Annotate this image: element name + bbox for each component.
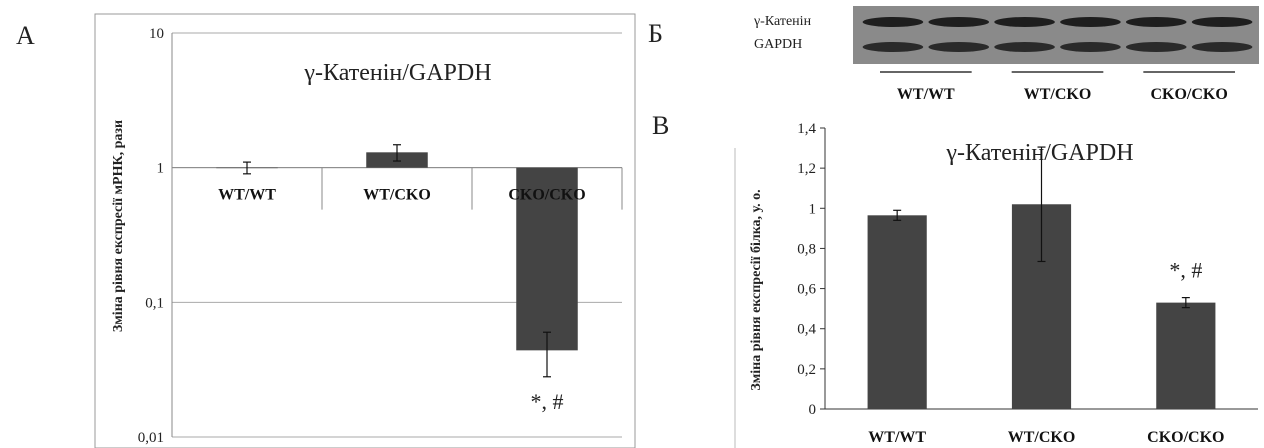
chart-b-title: γ-Катенін/GAPDH bbox=[945, 140, 1133, 166]
chart-a-bar bbox=[516, 167, 578, 351]
chart-a: Зміна рівня експресії мРНК, рази γ-Катен… bbox=[111, 26, 623, 446]
chart-a-category-label: WT/WT bbox=[218, 187, 276, 204]
chart-a-significance-label: *, # bbox=[531, 389, 564, 414]
blot-band-gapdh bbox=[928, 42, 990, 52]
chart-b: Зміна рівня експресії білка, у. о. γ-Кат… bbox=[749, 121, 1258, 446]
blot-band-catenin bbox=[1191, 17, 1253, 27]
chart-b-ylabel: Зміна рівня експресії білка, у. о. bbox=[749, 189, 764, 390]
panel-letter-c: В bbox=[652, 111, 669, 140]
western-blot: γ-Катенін GAPDH WT/WT WT/CKO CKO/CKO bbox=[753, 6, 1259, 103]
blot-band-gapdh bbox=[1125, 42, 1187, 52]
chart-b-ytick-label: 1,2 bbox=[797, 161, 816, 177]
chart-b-ytick-label: 0 bbox=[809, 402, 817, 418]
chart-a-ytick-label: 1 bbox=[157, 161, 165, 177]
chart-b-ytick-label: 0,2 bbox=[797, 362, 816, 378]
blot-band-gapdh bbox=[994, 42, 1055, 52]
chart-b-bar bbox=[1156, 302, 1216, 409]
chart-b-category-label: WT/CKO bbox=[1008, 429, 1076, 446]
blot-band-catenin bbox=[1060, 17, 1121, 27]
chart-a-category-label: WT/CKO bbox=[363, 187, 431, 204]
chart-a-ylabel: Зміна рівня експресії мРНК, рази bbox=[111, 120, 126, 332]
blot-row-label-catenin: γ-Катенін bbox=[753, 14, 812, 29]
blot-band-catenin bbox=[928, 17, 990, 27]
chart-b-ytick-label: 1 bbox=[809, 201, 817, 217]
blot-group-label: WT/CKO bbox=[1024, 86, 1092, 103]
chart-a-category-label: CKO/CKO bbox=[508, 187, 585, 204]
chart-b-significance-label: *, # bbox=[1169, 258, 1202, 283]
blot-band-gapdh bbox=[862, 42, 924, 52]
blot-band-gapdh bbox=[1060, 42, 1121, 52]
blot-band-catenin bbox=[994, 17, 1055, 27]
panel-letter-b: Б bbox=[648, 19, 663, 48]
chart-a-ytick-label: 0,1 bbox=[145, 295, 164, 311]
blot-row-label-gapdh: GAPDH bbox=[754, 37, 802, 52]
blot-group-label: CKO/CKO bbox=[1150, 86, 1227, 103]
panel-letter-a: А bbox=[16, 21, 35, 50]
chart-a-ytick-label: 0,01 bbox=[138, 430, 164, 446]
chart-a-frame bbox=[94, 13, 636, 448]
chart-a-title: γ-Катенін/GAPDH bbox=[303, 60, 491, 86]
chart-b-bar bbox=[867, 215, 927, 409]
chart-b-ytick-label: 0,6 bbox=[797, 282, 816, 298]
blot-group-label: WT/WT bbox=[897, 86, 955, 103]
chart-b-category-label: WT/WT bbox=[868, 429, 926, 446]
chart-b-ytick-label: 1,4 bbox=[797, 121, 816, 137]
chart-a-ytick-label: 10 bbox=[149, 26, 164, 42]
chart-b-category-label: CKO/CKO bbox=[1147, 429, 1224, 446]
blot-image bbox=[853, 6, 1259, 64]
blot-band-gapdh bbox=[1191, 42, 1253, 52]
blot-band-catenin bbox=[862, 17, 924, 27]
blot-band-catenin bbox=[1125, 17, 1187, 27]
chart-b-ytick-label: 0,4 bbox=[797, 322, 816, 338]
chart-b-ytick-label: 0,8 bbox=[797, 241, 816, 257]
